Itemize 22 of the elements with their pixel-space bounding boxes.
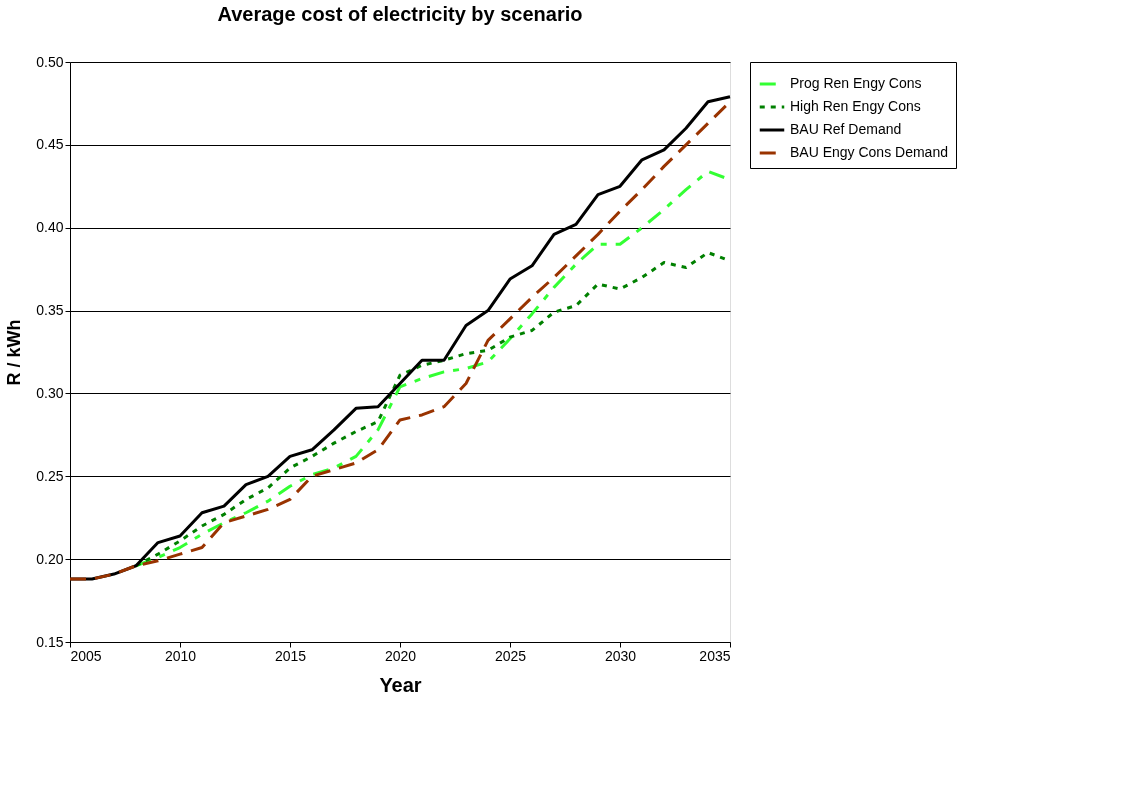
x-tick-label: 2035 <box>699 647 731 664</box>
chart-title: Average cost of electricity by scenario <box>217 3 583 25</box>
y-tick-label: 0.35 <box>36 302 64 319</box>
legend-label: BAU Engy Cons Demand <box>790 144 948 160</box>
x-tick-label: 2020 <box>384 647 417 664</box>
x-axis-title: Year <box>379 673 422 696</box>
y-axis-title: R / kWh <box>4 319 25 386</box>
x-tick-label: 2005 <box>70 647 102 664</box>
legend-label: High Ren Engy Cons <box>790 98 921 114</box>
y-tick-label: 0.20 <box>36 550 64 567</box>
y-tick-label: 0.15 <box>36 633 64 650</box>
y-tick-label: 0.45 <box>36 136 64 153</box>
y-tick-label: 0.25 <box>36 467 64 484</box>
y-tick-label: 0.40 <box>36 219 64 236</box>
x-tick-label: 2015 <box>274 647 307 664</box>
x-tick-label: 2010 <box>164 647 197 664</box>
y-tick-label: 0.50 <box>36 53 64 70</box>
x-tick-label: 2025 <box>494 647 527 664</box>
y-tick-label: 0.30 <box>36 384 64 401</box>
x-tick-label: 2030 <box>604 647 637 664</box>
legend-label: Prog Ren Engy Cons <box>790 75 922 91</box>
legend-label: BAU Ref Demand <box>790 121 902 137</box>
